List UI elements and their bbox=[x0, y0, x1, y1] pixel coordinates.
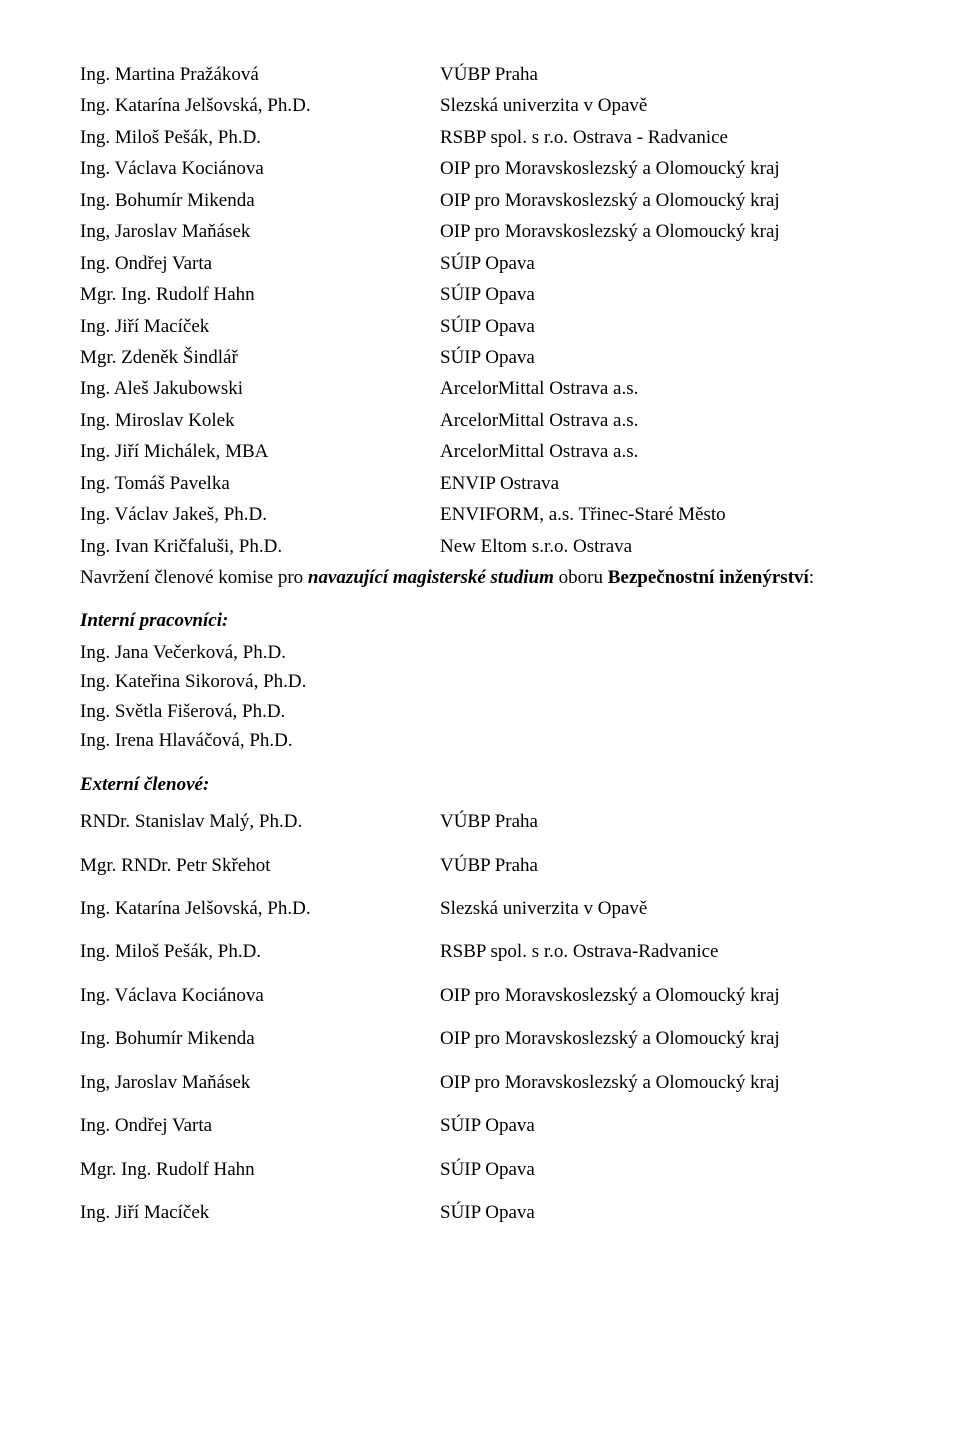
list-item: Ing, Jaroslav MaňásekOIP pro Moravskosle… bbox=[80, 217, 880, 246]
person-org: OIP pro Moravskoslezský a Olomoucký kraj bbox=[440, 981, 880, 1010]
person-name: Ing. Jiří Macíček bbox=[80, 312, 440, 341]
section-1-list: Ing. Martina PražákováVÚBP PrahaIng. Kat… bbox=[80, 60, 880, 561]
list-item: Ing. Ondřej VartaSÚIP Opava bbox=[80, 1111, 880, 1140]
person-org: SÚIP Opava bbox=[440, 312, 880, 341]
person-org: New Eltom s.r.o. Ostrava bbox=[440, 532, 880, 561]
list-item: Ing. Jiří MacíčekSÚIP Opava bbox=[80, 1198, 880, 1227]
person-name: Ing. Jiří Macíček bbox=[80, 1198, 440, 1227]
para-after: : bbox=[809, 567, 814, 588]
person-name: Mgr. RNDr. Petr Skřehot bbox=[80, 851, 440, 880]
list-item: Ing. Ivan Kričfaluši, Ph.D.New Eltom s.r… bbox=[80, 532, 880, 561]
person-name: Ing. Tomáš Pavelka bbox=[80, 469, 440, 498]
list-item: Ing. Ondřej VartaSÚIP Opava bbox=[80, 249, 880, 278]
person-org: OIP pro Moravskoslezský a Olomoucký kraj bbox=[440, 217, 880, 246]
list-item: Ing. Bohumír MikendaOIP pro Moravskoslez… bbox=[80, 186, 880, 215]
person-org: ArcelorMittal Ostrava a.s. bbox=[440, 374, 880, 403]
person-org: Slezská univerzita v Opavě bbox=[440, 91, 880, 120]
list-item: Ing. Jiří MacíčekSÚIP Opava bbox=[80, 312, 880, 341]
list-item: Ing. Miroslav KolekArcelorMittal Ostrava… bbox=[80, 406, 880, 435]
person-org: RSBP spol. s r.o. Ostrava - Radvanice bbox=[440, 123, 880, 152]
person-name: Ing. Václav Jakeš, Ph.D. bbox=[80, 500, 440, 529]
list-item: Ing. Jana Večerková, Ph.D. bbox=[80, 638, 880, 667]
person-name: Ing. Katarína Jelšovská, Ph.D. bbox=[80, 91, 440, 120]
person-name: Ing. Bohumír Mikenda bbox=[80, 186, 440, 215]
person-org: SÚIP Opava bbox=[440, 280, 880, 309]
person-name: Ing. Aleš Jakubowski bbox=[80, 374, 440, 403]
list-item: RNDr. Stanislav Malý, Ph.D.VÚBP Praha bbox=[80, 807, 880, 836]
list-item: Ing. Světla Fišerová, Ph.D. bbox=[80, 697, 880, 726]
person-org: ENVIP Ostrava bbox=[440, 469, 880, 498]
person-name: Ing. Miloš Pešák, Ph.D. bbox=[80, 123, 440, 152]
proposal-paragraph: Navržení členové komise pro navazující m… bbox=[80, 563, 880, 592]
list-item: Ing. Martina PražákováVÚBP Praha bbox=[80, 60, 880, 89]
list-item: Mgr. RNDr. Petr SkřehotVÚBP Praha bbox=[80, 851, 880, 880]
list-item: Ing. Katarína Jelšovská, Ph.D.Slezská un… bbox=[80, 894, 880, 923]
externi-list: RNDr. Stanislav Malý, Ph.D.VÚBP PrahaMgr… bbox=[80, 807, 880, 1227]
person-org: SÚIP Opava bbox=[440, 1111, 880, 1140]
person-name: Ing. Václava Kociánova bbox=[80, 981, 440, 1010]
person-name: Ing, Jaroslav Maňásek bbox=[80, 1068, 440, 1097]
person-name: Ing. Jiří Michálek, MBA bbox=[80, 437, 440, 466]
person-name: Mgr. Zdeněk Šindlář bbox=[80, 343, 440, 372]
person-org: VÚBP Praha bbox=[440, 807, 880, 836]
para-between: oboru bbox=[554, 567, 608, 588]
list-item: Ing. Václava KociánovaOIP pro Moravskosl… bbox=[80, 154, 880, 183]
list-item: Ing, Jaroslav MaňásekOIP pro Moravskosle… bbox=[80, 1068, 880, 1097]
para-prefix: Navržení členové komise pro bbox=[80, 567, 308, 588]
list-item: Ing. Václav Jakeš, Ph.D.ENVIFORM, a.s. T… bbox=[80, 500, 880, 529]
person-name: Ing. Katarína Jelšovská, Ph.D. bbox=[80, 894, 440, 923]
person-name: Ing. Bohumír Mikenda bbox=[80, 1024, 440, 1053]
para-mid: navazující magisterské studium bbox=[308, 567, 554, 588]
person-org: ENVIFORM, a.s. Třinec-Staré Město bbox=[440, 500, 880, 529]
list-item: Ing. Irena Hlaváčová, Ph.D. bbox=[80, 726, 880, 755]
person-org: Slezská univerzita v Opavě bbox=[440, 894, 880, 923]
list-item: Ing. Aleš JakubowskiArcelorMittal Ostrav… bbox=[80, 374, 880, 403]
person-name: Ing. Miloš Pešák, Ph.D. bbox=[80, 937, 440, 966]
person-name: Mgr. Ing. Rudolf Hahn bbox=[80, 280, 440, 309]
person-org: RSBP spol. s r.o. Ostrava-Radvanice bbox=[440, 937, 880, 966]
person-org: OIP pro Moravskoslezský a Olomoucký kraj bbox=[440, 186, 880, 215]
person-org: SÚIP Opava bbox=[440, 1155, 880, 1184]
person-org: VÚBP Praha bbox=[440, 60, 880, 89]
interni-list: Ing. Jana Večerková, Ph.D.Ing. Kateřina … bbox=[80, 638, 880, 756]
person-org: SÚIP Opava bbox=[440, 343, 880, 372]
person-name: Ing. Ondřej Varta bbox=[80, 249, 440, 278]
list-item: Ing. Bohumír MikendaOIP pro Moravskoslez… bbox=[80, 1024, 880, 1053]
person-name: Ing, Jaroslav Maňásek bbox=[80, 217, 440, 246]
list-item: Ing. Kateřina Sikorová, Ph.D. bbox=[80, 667, 880, 696]
person-org: OIP pro Moravskoslezský a Olomoucký kraj bbox=[440, 154, 880, 183]
person-org: OIP pro Moravskoslezský a Olomoucký kraj bbox=[440, 1024, 880, 1053]
person-name: Ing. Miroslav Kolek bbox=[80, 406, 440, 435]
list-item: Mgr. Ing. Rudolf HahnSÚIP Opava bbox=[80, 280, 880, 309]
person-org: OIP pro Moravskoslezský a Olomoucký kraj bbox=[440, 1068, 880, 1097]
person-org: ArcelorMittal Ostrava a.s. bbox=[440, 406, 880, 435]
list-item: Mgr. Zdeněk ŠindlářSÚIP Opava bbox=[80, 343, 880, 372]
person-name: Ing. Martina Pražáková bbox=[80, 60, 440, 89]
person-name: Ing. Václava Kociánova bbox=[80, 154, 440, 183]
list-item: Ing. Miloš Pešák, Ph.D.RSBP spol. s r.o.… bbox=[80, 123, 880, 152]
interni-heading: Interní pracovníci: bbox=[80, 606, 880, 635]
person-org: SÚIP Opava bbox=[440, 249, 880, 278]
person-org: SÚIP Opava bbox=[440, 1198, 880, 1227]
list-item: Mgr. Ing. Rudolf HahnSÚIP Opava bbox=[80, 1155, 880, 1184]
list-item: Ing. Tomáš PavelkaENVIP Ostrava bbox=[80, 469, 880, 498]
externi-heading: Externí členové: bbox=[80, 770, 880, 799]
list-item: Ing. Katarína Jelšovská, Ph.D.Slezská un… bbox=[80, 91, 880, 120]
person-name: Ing. Ivan Kričfaluši, Ph.D. bbox=[80, 532, 440, 561]
list-item: Ing. Miloš Pešák, Ph.D.RSBP spol. s r.o.… bbox=[80, 937, 880, 966]
person-org: VÚBP Praha bbox=[440, 851, 880, 880]
person-org: ArcelorMittal Ostrava a.s. bbox=[440, 437, 880, 466]
person-name: RNDr. Stanislav Malý, Ph.D. bbox=[80, 807, 440, 836]
person-name: Ing. Ondřej Varta bbox=[80, 1111, 440, 1140]
para-tail: Bezpečnostní inženýrství bbox=[608, 567, 809, 588]
list-item: Ing. Jiří Michálek, MBAArcelorMittal Ost… bbox=[80, 437, 880, 466]
person-name: Mgr. Ing. Rudolf Hahn bbox=[80, 1155, 440, 1184]
list-item: Ing. Václava KociánovaOIP pro Moravskosl… bbox=[80, 981, 880, 1010]
